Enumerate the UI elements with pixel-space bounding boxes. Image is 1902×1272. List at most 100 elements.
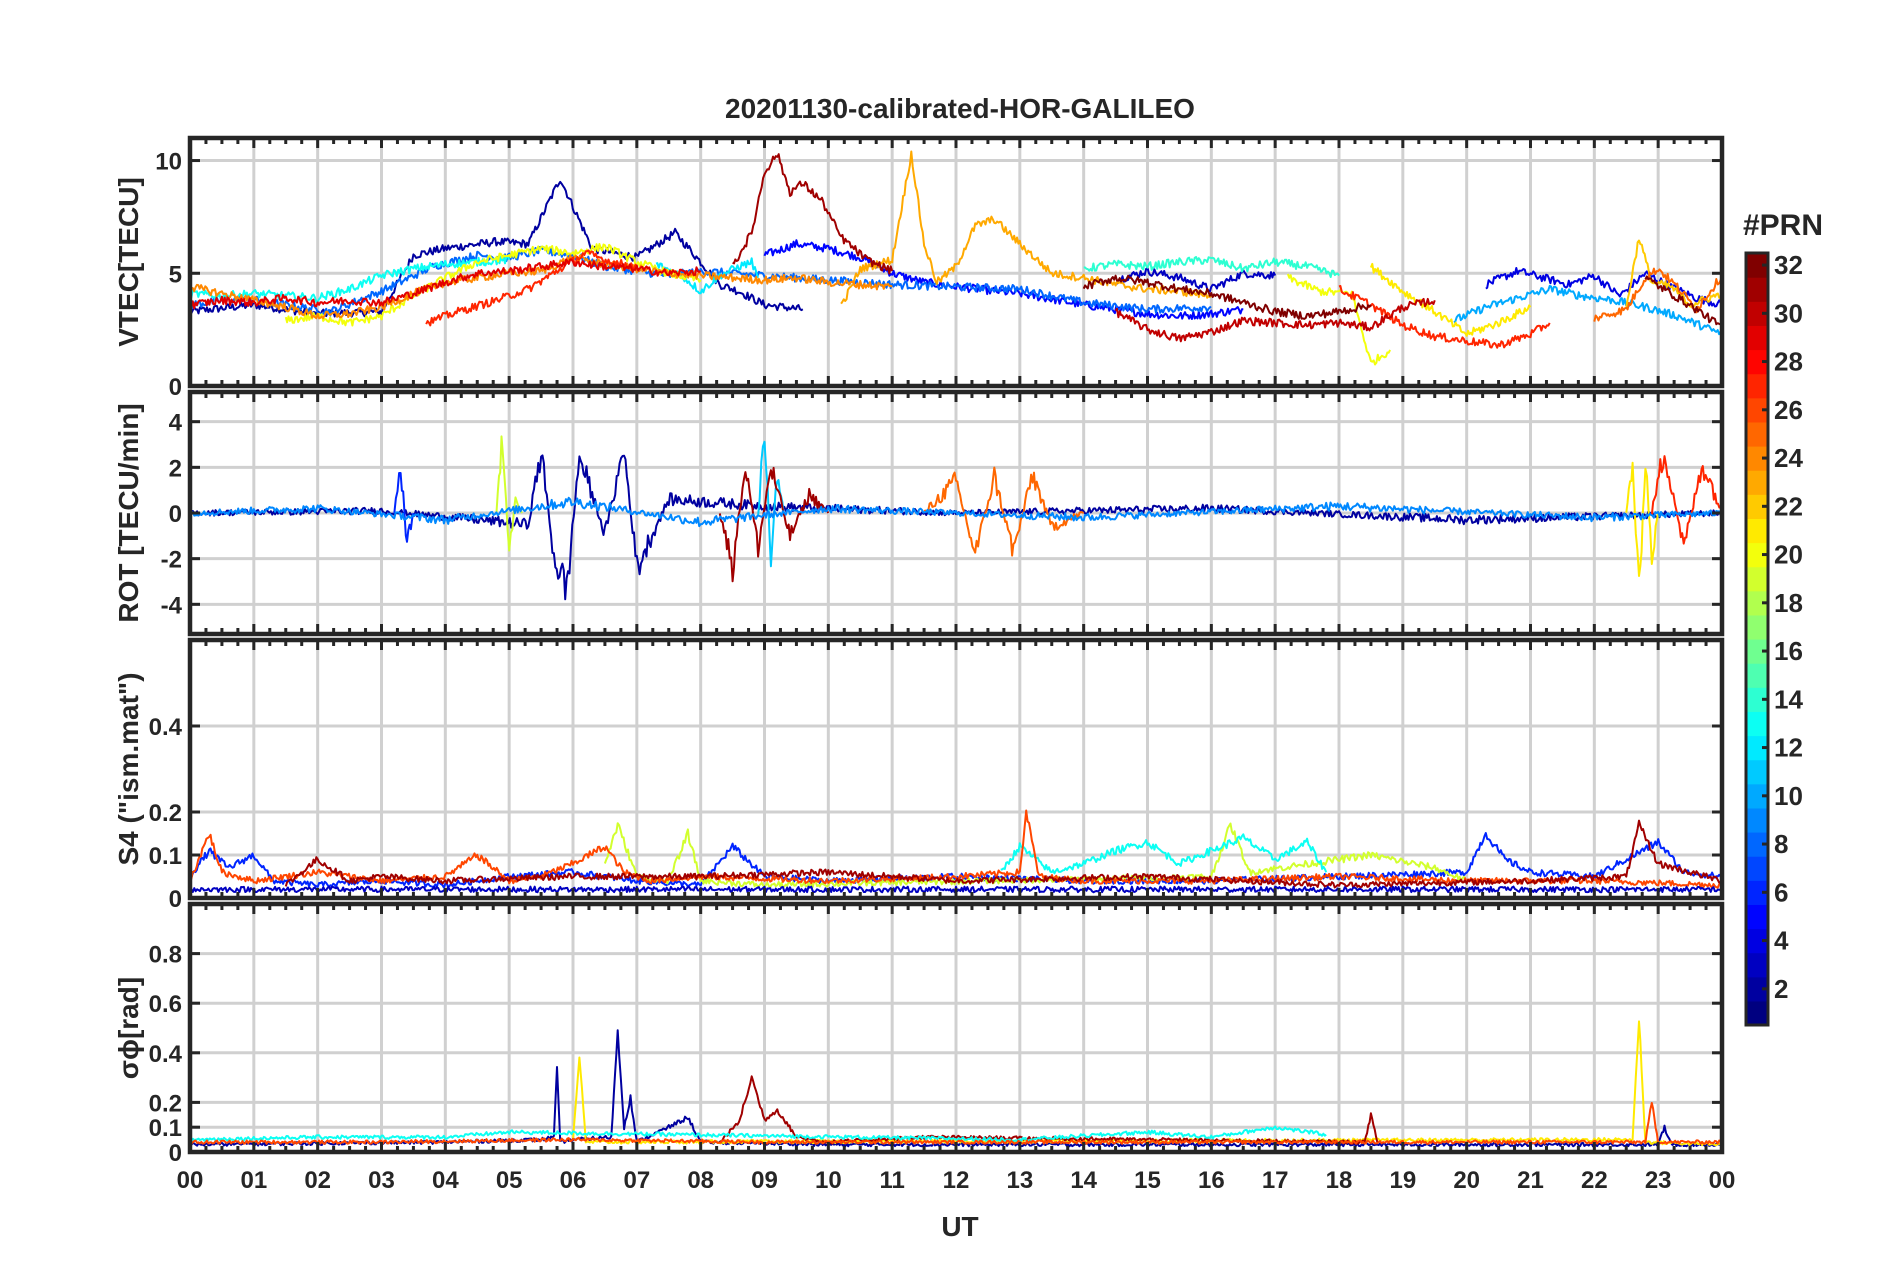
colorbar-tick-label: 4	[1774, 926, 1789, 956]
colorbar-tick-label: 12	[1774, 733, 1803, 763]
x-tick-label: 11	[879, 1167, 904, 1194]
x-tick-label: 04	[432, 1167, 459, 1194]
x-axis-label: UT	[941, 1211, 978, 1242]
x-tick-label: 12	[943, 1167, 970, 1194]
colorbar-frame	[1744, 251, 1770, 1027]
x-tick-label: 19	[1389, 1167, 1416, 1194]
x-tick-label: 03	[368, 1167, 395, 1194]
colorbar-tick-label: 6	[1774, 877, 1788, 907]
series-prn-20	[284, 243, 702, 327]
series-prn-30	[1114, 297, 1436, 343]
y-axis-label: σϕ[rad]	[113, 977, 144, 1079]
colorbar-swatch	[1746, 735, 1768, 761]
series-prn-23	[840, 150, 1212, 305]
colorbar-tick-label: 16	[1774, 636, 1803, 666]
panel-sigma-phi: 00.10.2 0.4 0.6 0.8σϕ[rad]	[113, 901, 1725, 1167]
y-tick-label: -4	[161, 592, 183, 619]
series-prn-19	[495, 435, 523, 552]
colorbar-swatch	[1746, 807, 1768, 833]
colorbar-swatch	[1746, 904, 1768, 930]
series-prn-14	[1083, 256, 1340, 278]
y-tick-label: 0.1	[149, 843, 182, 870]
x-tick-label: 01	[240, 1167, 267, 1194]
axes-frame	[187, 901, 1725, 1155]
colorbar-swatch	[1746, 277, 1768, 302]
colorbar-swatch	[1746, 711, 1768, 737]
colorbar-swatch	[1746, 856, 1768, 881]
colorbar-swatch	[1746, 349, 1768, 375]
colorbar-tick-label: 14	[1774, 684, 1803, 714]
y-tick-label: 0.6	[149, 991, 182, 1018]
colorbar-swatch	[1746, 397, 1768, 423]
colorbar-swatch	[1746, 590, 1768, 616]
y-tick-label: 0	[169, 886, 182, 913]
colorbar-label: #PRN	[1743, 209, 1823, 242]
colorbar-tick-label: 10	[1774, 781, 1803, 811]
series-prn-27	[425, 249, 638, 327]
series-prn-29	[190, 258, 702, 310]
y-axis-label: VTEC[TECU]	[113, 177, 144, 347]
colorbar-swatch	[1746, 542, 1768, 568]
colorbar-swatch	[1746, 832, 1768, 857]
y-tick-label: 0	[169, 374, 182, 401]
series-prn-6	[393, 472, 415, 543]
y-tick-label: 5	[169, 261, 182, 288]
series-prn-27	[1338, 285, 1551, 349]
x-tick-label: 09	[751, 1167, 778, 1194]
x-tick-label: 18	[1326, 1167, 1353, 1194]
x-tick-label: 15	[1134, 1167, 1161, 1194]
y-axis-label: ROT [TECU/min]	[113, 403, 144, 622]
colorbar-swatch	[1746, 783, 1768, 809]
axes-frame	[187, 389, 1725, 637]
colorbar-swatch	[1746, 325, 1768, 351]
x-tick-label: 14	[1070, 1167, 1097, 1194]
colorbar-swatch	[1746, 663, 1768, 688]
series-prn-31	[284, 819, 1722, 889]
y-tick-label: 0.2	[149, 800, 182, 827]
chart-title: 20201130-calibrated-HOR-GALILEO	[725, 93, 1195, 124]
series-group	[190, 150, 1722, 366]
colorbar-swatch	[1746, 976, 1768, 1002]
colorbar-swatch	[1746, 253, 1768, 278]
series-prn-13	[1000, 833, 1328, 875]
x-tick-label: 00	[1709, 1167, 1736, 1194]
colorbar-swatch	[1746, 566, 1768, 592]
y-tick-label: -2	[161, 547, 182, 574]
colorbar-swatch	[1746, 446, 1768, 471]
colorbar-swatch	[1746, 952, 1768, 978]
x-tick-label: 00	[177, 1167, 204, 1194]
series-group	[190, 435, 1722, 601]
series-prn-32	[1644, 275, 1722, 328]
colorbar-swatch	[1746, 1000, 1768, 1026]
colorbar-swatch	[1746, 470, 1768, 495]
x-tick-label: 05	[496, 1167, 523, 1194]
colorbar-swatch	[1746, 614, 1768, 640]
series-prn-24	[190, 254, 893, 320]
colorbar-swatch	[1746, 639, 1768, 664]
x-tick-label: 21	[1517, 1167, 1544, 1194]
x-tick-label: 23	[1645, 1167, 1672, 1194]
colorbar-tick-label: 20	[1774, 540, 1803, 570]
colorbar-tick-label: 8	[1774, 829, 1788, 859]
series-prn-5	[763, 239, 1244, 320]
series-prn-31	[732, 153, 894, 275]
colorbar-swatch	[1746, 880, 1768, 905]
series-prn-21	[1625, 461, 1660, 577]
y-tick-label: 0	[169, 501, 182, 528]
x-tick-label: 20	[1453, 1167, 1480, 1194]
series-prn-6	[190, 832, 1722, 889]
colorbar-tick-label: 2	[1774, 974, 1788, 1004]
series-prn-25	[1593, 267, 1722, 322]
series-prn-13	[190, 255, 511, 303]
series-prn-32	[1082, 274, 1372, 320]
panel-vtec: 0 5 10 VTEC[TECU]	[113, 135, 1725, 401]
series-prn-3	[1115, 266, 1277, 293]
x-tick-label: 22	[1581, 1167, 1608, 1194]
colorbar-tick-label: 22	[1774, 491, 1803, 521]
x-tick-label: 07	[623, 1167, 650, 1194]
colorbar-tick-label: 30	[1774, 298, 1803, 328]
x-tick-label: 10	[815, 1167, 842, 1194]
